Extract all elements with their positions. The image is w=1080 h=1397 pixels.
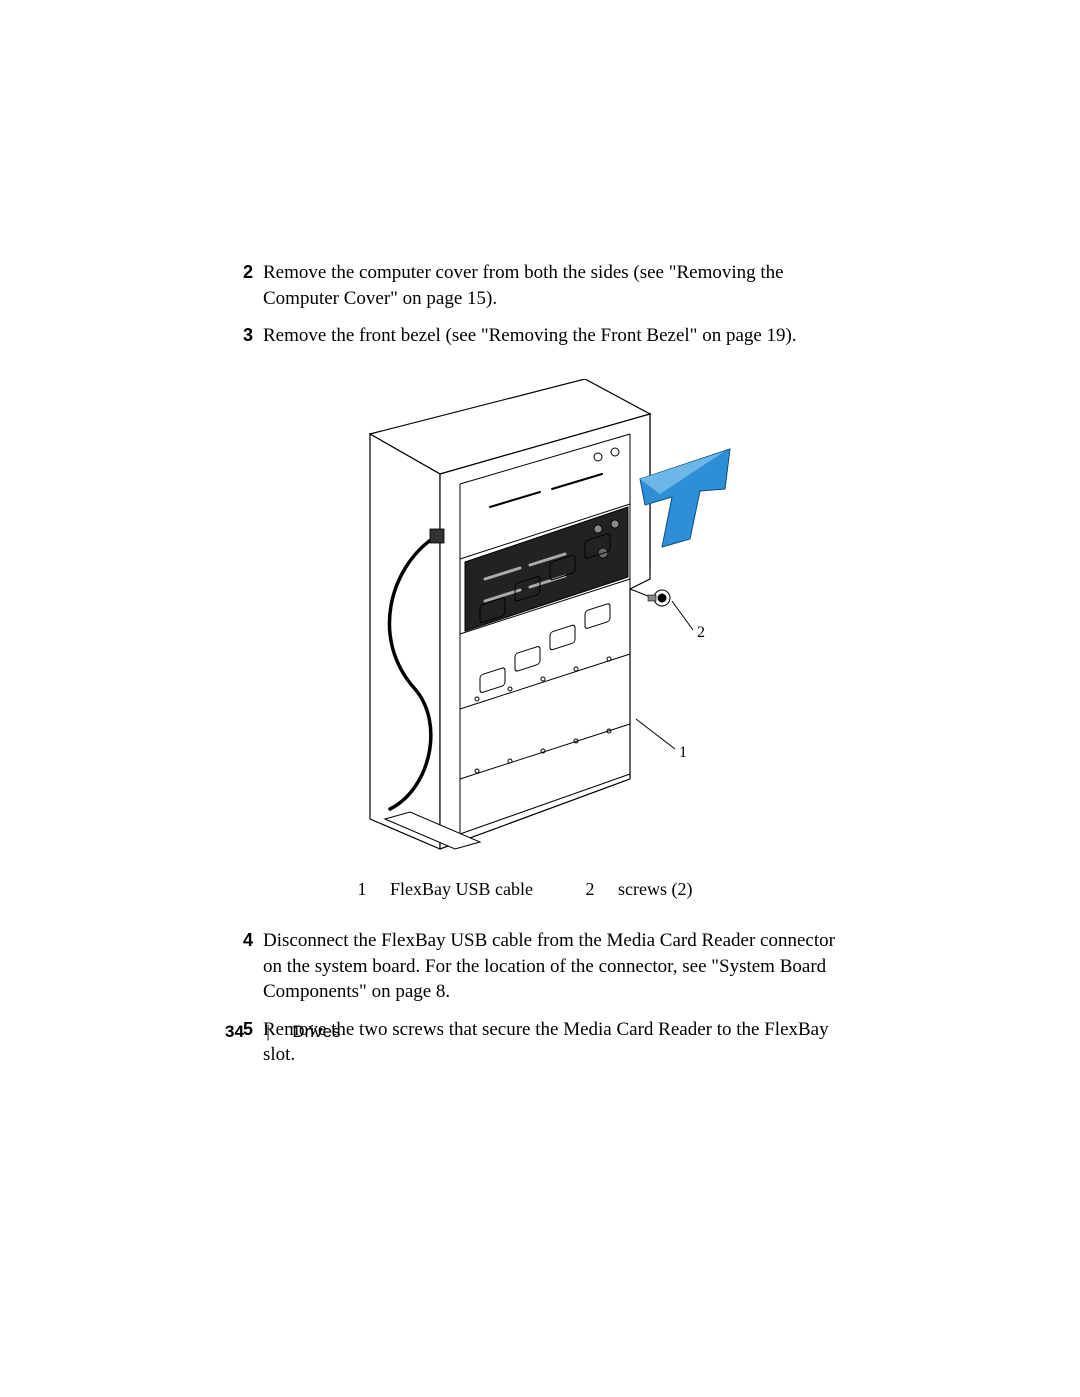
- legend-num: 2: [570, 879, 610, 900]
- footer-divider: |: [266, 1022, 270, 1042]
- step-item: 3 Remove the front bezel (see "Removing …: [225, 323, 855, 349]
- legend-label: screws (2): [610, 879, 738, 900]
- section-title: Drives: [292, 1022, 340, 1042]
- page-footer: 34 | Drives: [225, 1022, 341, 1042]
- callout-label-1: 1: [679, 744, 687, 761]
- step-number: 2: [225, 260, 253, 284]
- callout-label-2: 2: [697, 624, 705, 641]
- step-text: Disconnect the FlexBay USB cable from th…: [263, 928, 855, 1005]
- legend-label: FlexBay USB cable: [382, 879, 570, 900]
- page-number: 34: [225, 1022, 244, 1042]
- figure-container: 2 1: [225, 379, 855, 859]
- step-number: 3: [225, 323, 253, 347]
- document-page: 2 Remove the computer cover from both th…: [0, 0, 1080, 1397]
- step-item: 2 Remove the computer cover from both th…: [225, 260, 855, 311]
- step-item: 4 Disconnect the FlexBay USB cable from …: [225, 928, 855, 1005]
- step-number: 4: [225, 928, 253, 952]
- figure-legend: 1 FlexBay USB cable 2 screws (2): [225, 879, 855, 900]
- step-text: Remove the computer cover from both the …: [263, 260, 855, 311]
- step-text: Remove the front bezel (see "Removing th…: [263, 323, 855, 349]
- drive-bay-illustration: 2 1: [330, 379, 750, 859]
- legend-num: 1: [342, 879, 382, 900]
- direction-arrow-icon: [640, 449, 730, 547]
- step-text: Remove the two screws that secure the Me…: [263, 1017, 855, 1068]
